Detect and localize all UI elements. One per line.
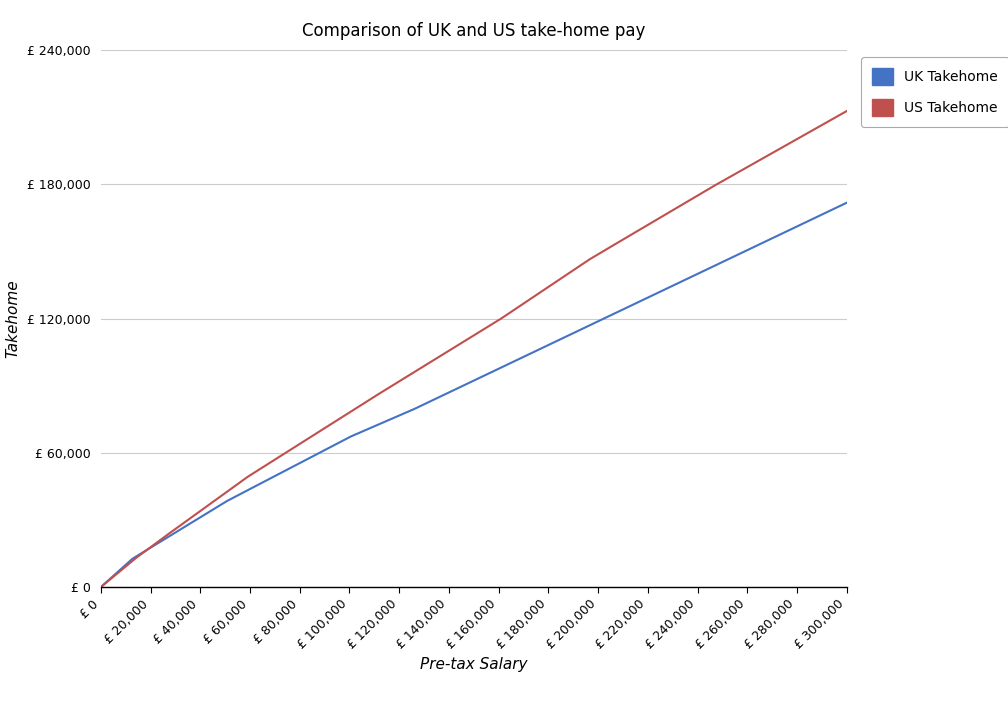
UK Takehome bbox=[746, 243, 758, 252]
US Takehome bbox=[95, 583, 107, 591]
UK Takehome bbox=[224, 495, 236, 503]
UK Takehome bbox=[95, 583, 107, 591]
UK Takehome bbox=[381, 417, 393, 425]
US Takehome bbox=[413, 364, 425, 373]
Line: US Takehome: US Takehome bbox=[101, 111, 847, 587]
US Takehome bbox=[841, 107, 853, 115]
X-axis label: Pre-tax Salary: Pre-tax Salary bbox=[420, 657, 527, 672]
UK Takehome bbox=[841, 198, 853, 207]
UK Takehome bbox=[179, 522, 192, 531]
Y-axis label: Takehome: Takehome bbox=[5, 279, 20, 358]
UK Takehome bbox=[413, 402, 425, 411]
US Takehome bbox=[224, 485, 236, 494]
US Takehome bbox=[826, 115, 838, 124]
US Takehome bbox=[381, 384, 393, 393]
US Takehome bbox=[746, 160, 758, 169]
Line: UK Takehome: UK Takehome bbox=[101, 203, 847, 587]
US Takehome bbox=[179, 517, 192, 526]
UK Takehome bbox=[826, 205, 838, 214]
Title: Comparison of UK and US take-home pay: Comparison of UK and US take-home pay bbox=[302, 22, 645, 40]
Legend: UK Takehome, US Takehome: UK Takehome, US Takehome bbox=[861, 57, 1008, 127]
